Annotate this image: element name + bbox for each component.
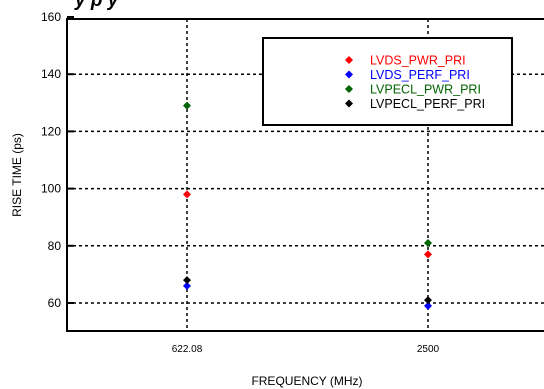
data-points [183,101,432,310]
x-axis-label: FREQUENCY (MHz) [251,374,362,388]
data-point [424,250,432,259]
x-axis-ticks: 622.08 2500 [172,344,440,355]
data-point [424,296,432,305]
chart-title-fragment: y p y [74,0,120,11]
legend-marker [345,85,353,93]
legend-marker [345,99,353,108]
data-point [183,190,191,199]
legend-label: LVPECL_PWR_PRI [370,83,481,97]
y-tick-label: 100 [41,182,61,196]
y-tick-label: 120 [41,124,61,138]
y-tick-label: 80 [48,239,62,253]
y-axis-ticks: 60 80 100 120 140 160 [41,10,74,310]
x-tick-label: 2500 [417,344,440,355]
x-tick-label: 622.08 [172,344,203,355]
y-axis-label: RISE TIME (ps) [10,133,24,217]
legend: LVDS_PWR_PRILVDS_PERF_PRILVPECL_PWR_PRIL… [262,37,513,126]
data-point [424,301,432,310]
grid-lines [67,19,544,331]
legend-label: LVDS_PERF_PRI [370,68,470,82]
y-tick-label: 160 [41,10,61,24]
data-point [424,238,432,247]
y-tick-label: 60 [48,296,62,310]
legend-label: LVDS_PWR_PRI [370,54,466,68]
data-point [183,276,191,285]
legend-marker [345,56,353,64]
data-point [183,101,191,110]
legend-label: LVPECL_PERF_PRI [370,97,485,111]
y-tick-label: 140 [41,67,61,81]
data-point [183,281,191,290]
legend-box [262,37,513,126]
legend-marker [345,70,353,79]
